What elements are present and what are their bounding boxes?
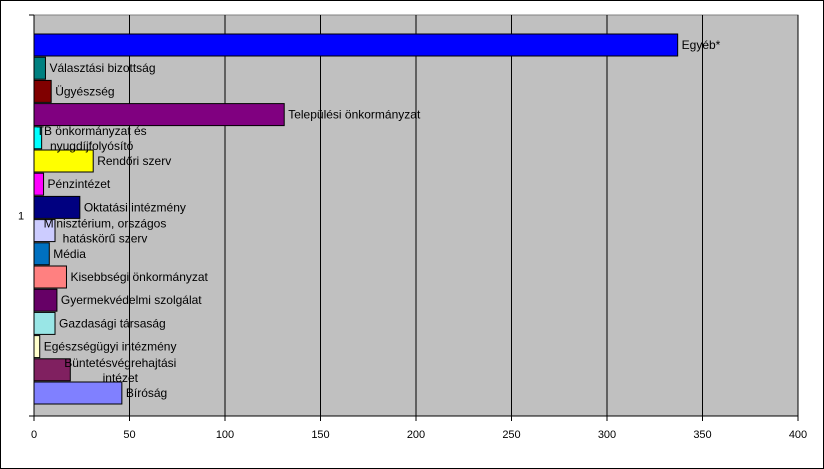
bar-label: Kisebbségi önkormányzat: [70, 270, 208, 284]
x-tick-label: 400: [789, 429, 807, 441]
bar-label: Gyermekvédelmi szolgálat: [61, 293, 202, 307]
x-tick-label: 200: [407, 429, 425, 441]
bar-label-line: Büntetésvégrehajtási: [64, 356, 176, 370]
bar-label-line: TB önkormányzat és: [37, 124, 147, 138]
bar: [33, 172, 45, 196]
bar-label: Minisztérium, országos hatáskörű szerv: [44, 217, 167, 246]
x-tick-label: 0: [31, 429, 37, 441]
bar-label: Egészségügyi intézmény: [44, 340, 177, 354]
category-axis-label: 1: [18, 211, 24, 223]
bar: [33, 311, 56, 335]
bar: [33, 381, 123, 405]
bar: [33, 265, 67, 289]
bar-label-line: nyugdíjfolyósító: [50, 139, 134, 153]
x-tick-label: 100: [216, 429, 234, 441]
gridlines: [129, 15, 799, 416]
bar-label: Ügyészség: [55, 84, 114, 98]
bar-label: Büntetésvégrehajtási intézet: [64, 356, 176, 385]
bar-label-line: intézet: [103, 371, 139, 385]
bar: [33, 79, 52, 103]
bar-label: Rendőri szerv: [97, 154, 171, 168]
x-axis: 0 50 100 150 200 250 300 350 400: [29, 14, 807, 441]
bar-label: Települési önkormányzat: [288, 108, 421, 122]
bar-labels: Egyéb* Választási bizottság Ügyészség Telep…: [37, 38, 721, 400]
bar-label: Oktatási intézmény: [84, 200, 186, 214]
bars: [33, 33, 679, 405]
bar: [33, 242, 50, 266]
bar-label: Egyéb*: [682, 38, 721, 52]
bar-label: Pénzintézet: [48, 177, 111, 191]
bar-label: Választási bizottság: [49, 61, 155, 75]
bar: [33, 149, 94, 173]
bar: [33, 195, 81, 219]
bar-label-line: hatáskörű szerv: [63, 232, 148, 246]
bar: [33, 33, 679, 57]
bar-label-line: Minisztérium, országos: [44, 217, 167, 231]
bar: [33, 335, 41, 359]
bar: [33, 288, 58, 312]
x-tick-label: 350: [693, 429, 711, 441]
bar: [33, 103, 285, 127]
bar-label: Bíróság: [126, 386, 167, 400]
bar-label: Média: [53, 247, 86, 261]
x-tick-label: 250: [502, 429, 520, 441]
x-tick-label: 50: [123, 429, 135, 441]
x-tick-label: 150: [311, 429, 329, 441]
bar-label: Gazdasági társaság: [59, 316, 166, 330]
x-tick-label: 300: [598, 429, 616, 441]
bar: [33, 56, 46, 80]
bar-label: TB önkormányzat és nyugdíjfolyósító: [37, 124, 147, 153]
